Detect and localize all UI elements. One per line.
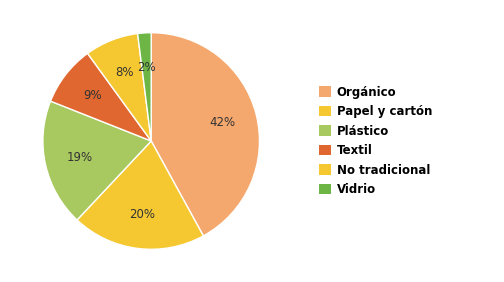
Legend: Orgánico, Papel y cartón, Plástico, Textil, No tradicional, Vidrio: Orgánico, Papel y cartón, Plástico, Text…	[314, 81, 436, 201]
Wedge shape	[50, 53, 151, 141]
Wedge shape	[151, 33, 260, 236]
Wedge shape	[138, 33, 151, 141]
Text: 9%: 9%	[84, 89, 102, 102]
Wedge shape	[77, 141, 204, 249]
Text: 19%: 19%	[66, 151, 92, 164]
Text: 42%: 42%	[210, 116, 235, 129]
Text: 20%: 20%	[129, 208, 155, 221]
Text: 8%: 8%	[115, 66, 134, 79]
Wedge shape	[88, 34, 151, 141]
Text: 2%: 2%	[137, 61, 156, 74]
Wedge shape	[43, 101, 151, 220]
